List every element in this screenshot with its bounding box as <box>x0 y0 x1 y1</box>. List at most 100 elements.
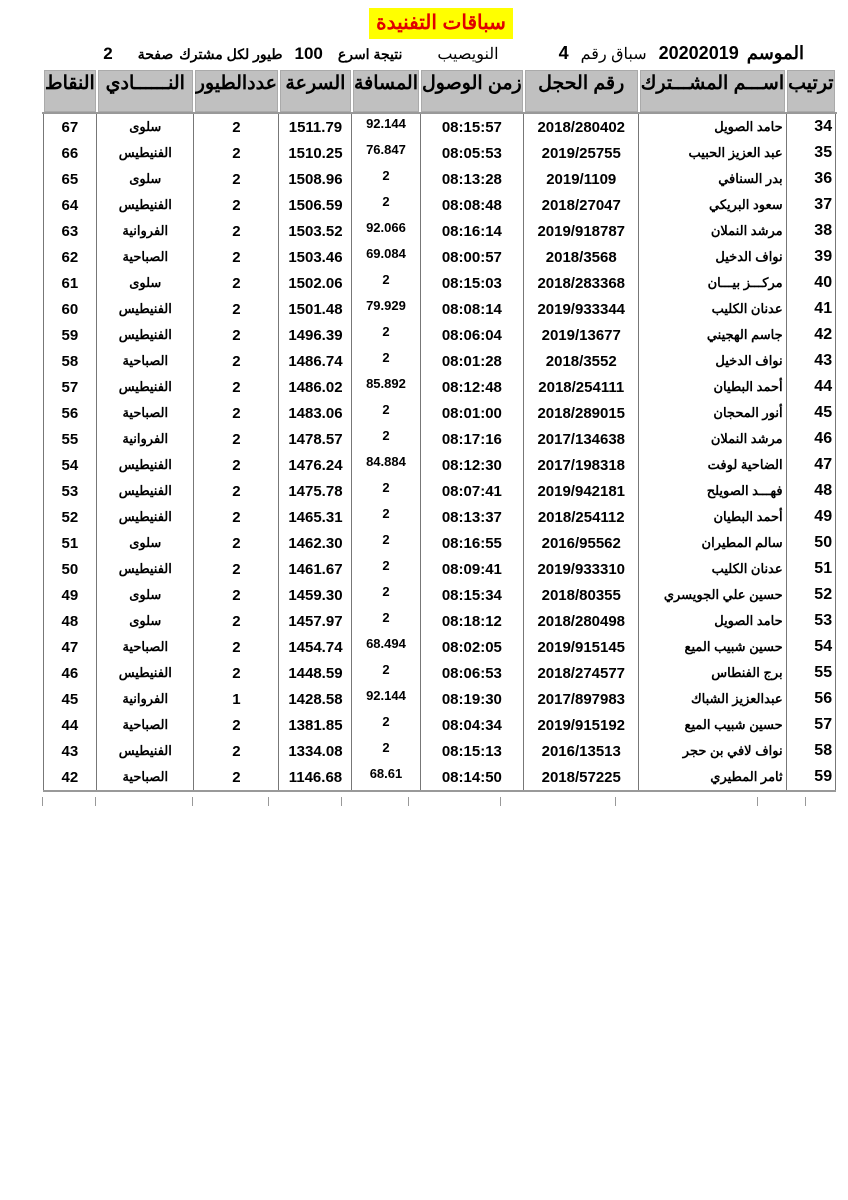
cell-bird-count: 2 <box>193 244 280 270</box>
cell-distance: 2 <box>351 400 421 426</box>
cell-distance: 2 <box>351 166 421 192</box>
cell-distance: 2 <box>351 582 421 608</box>
cell-ring-number: 2018/289015 <box>523 400 640 426</box>
cell-participant-name: عدنان الكليب <box>638 296 787 322</box>
cell-distance: 85.892 <box>351 374 421 400</box>
tick-mark <box>408 797 409 806</box>
cell-ring-number: 2018/254111 <box>523 374 640 400</box>
cell-distance: 68.494 <box>351 634 421 660</box>
cell-bird-count: 2 <box>193 348 280 374</box>
cell-points: 48 <box>42 608 98 634</box>
cell-arrival-time: 08:12:30 <box>419 452 525 478</box>
table-row: 38 مرشد النملان 2019/918787 08:16:14 92.066 1… <box>42 218 837 244</box>
cell-bird-count: 2 <box>193 140 280 166</box>
cell-club: الفروانية <box>96 218 195 244</box>
cell-participant-name: برج الفنطاس <box>638 660 787 686</box>
cell-participant-name: جاسم الهجيني <box>638 322 787 348</box>
race-label: سباق رقم <box>580 46 647 63</box>
cell-participant-name: عدنان الكليب <box>638 556 787 582</box>
cell-club: الصباحية <box>96 244 195 270</box>
header-club: النــــــادي <box>95 68 195 114</box>
cell-participant-name: الضاحية لوفت <box>638 452 787 478</box>
cell-bird-count: 2 <box>193 426 280 452</box>
cell-club: الصباحية <box>96 712 195 738</box>
cell-rank: 56 <box>785 686 837 712</box>
cell-ring-number: 2018/280498 <box>523 608 640 634</box>
cell-speed: 1510.25 <box>278 140 353 166</box>
table-row: 36 بدر السنافي 2019/1109 08:13:28 2 1508.96 2 س… <box>42 166 837 192</box>
cell-points: 56 <box>42 400 98 426</box>
tick-mark <box>615 797 616 806</box>
cell-ring-number: 2018/80355 <box>523 582 640 608</box>
cell-points: 60 <box>42 296 98 322</box>
table-row: 54 حسين شبيب الميع 2019/915145 08:02:05 68.4… <box>42 634 837 660</box>
cell-points: 63 <box>42 218 98 244</box>
cell-rank: 49 <box>785 504 837 530</box>
cell-club: الفروانية <box>96 686 195 712</box>
cell-points: 59 <box>42 322 98 348</box>
table-row: 34 حامد الصويل 2018/280402 08:15:57 92.144 15… <box>42 113 837 140</box>
tick-mark <box>805 797 806 806</box>
cell-bird-count: 2 <box>193 504 280 530</box>
cell-arrival-time: 08:06:53 <box>419 660 525 686</box>
table-row: 37 سعود البريكي 2018/27047 08:08:48 2 1506.59… <box>42 192 837 218</box>
cell-distance: 2 <box>351 556 421 582</box>
cell-arrival-time: 08:13:37 <box>419 504 525 530</box>
result-label: نتيجة اسرع <box>337 46 403 62</box>
cell-arrival-time: 08:17:16 <box>419 426 525 452</box>
cell-bird-count: 2 <box>193 738 280 764</box>
cell-speed: 1476.24 <box>278 452 353 478</box>
cell-rank: 44 <box>785 374 837 400</box>
cell-participant-name: حسين شبيب الميع <box>638 712 787 738</box>
cell-arrival-time: 08:16:14 <box>419 218 525 244</box>
table-row: 52 حسين علي الجويسري 2018/80355 08:15:34 2 14… <box>42 582 837 608</box>
cell-distance: 2 <box>351 712 421 738</box>
cell-club: الفروانية <box>96 426 195 452</box>
cell-club: الفنيطيس <box>96 478 195 504</box>
cell-speed: 1496.39 <box>278 322 353 348</box>
cell-speed: 1465.31 <box>278 504 353 530</box>
cell-participant-name: نواف لافي بن حجر <box>638 738 787 764</box>
tick-mark <box>341 797 342 806</box>
cell-bird-count: 2 <box>193 322 280 348</box>
cell-bird-count: 2 <box>193 374 280 400</box>
cell-participant-name: ثامر المطيري <box>638 764 787 792</box>
tick-mark <box>95 797 96 806</box>
table-row: 43 نواف الدخيل 2018/3552 08:01:28 2 1486.74 2 ا… <box>42 348 837 374</box>
table-bottom-ticks <box>42 797 806 807</box>
cell-rank: 38 <box>785 218 837 244</box>
cell-club: سلوى <box>96 530 195 556</box>
cell-distance: 92.066 <box>351 218 421 244</box>
cell-ring-number: 2018/27047 <box>523 192 640 218</box>
cell-participant-name: مرشد النملان <box>638 426 787 452</box>
cell-distance: 84.884 <box>351 452 421 478</box>
cell-arrival-time: 08:15:13 <box>419 738 525 764</box>
table-row: 42 جاسم الهجيني 2019/13677 08:06:04 2 1496.39… <box>42 322 837 348</box>
table-row: 55 برج الفنطاس 2018/274577 08:06:53 2 1448.59… <box>42 660 837 686</box>
cell-rank: 46 <box>785 426 837 452</box>
cell-distance: 92.144 <box>351 686 421 712</box>
cell-arrival-time: 08:19:30 <box>419 686 525 712</box>
cell-club: الفنيطيس <box>96 452 195 478</box>
cell-points: 58 <box>42 348 98 374</box>
cell-distance: 2 <box>351 478 421 504</box>
cell-rank: 55 <box>785 660 837 686</box>
cell-rank: 53 <box>785 608 837 634</box>
header-ring-number: رقم الحجل <box>522 68 640 114</box>
cell-ring-number: 2017/134638 <box>523 426 640 452</box>
birds-label: طيور لكل مشترك <box>179 46 283 62</box>
cell-ring-number: 2018/3552 <box>523 348 640 374</box>
cell-rank: 34 <box>785 113 837 140</box>
cell-distance: 2 <box>351 504 421 530</box>
table-row: 44 أحمد البطيان 2018/254111 08:12:48 85.892 1… <box>42 374 837 400</box>
header-arrival-time: زمن الوصول <box>419 68 525 114</box>
cell-arrival-time: 08:15:57 <box>419 113 525 140</box>
cell-points: 45 <box>42 686 98 712</box>
cell-rank: 48 <box>785 478 837 504</box>
season-value: 20202019 <box>658 43 739 63</box>
tick-mark <box>500 797 501 806</box>
cell-points: 64 <box>42 192 98 218</box>
cell-rank: 43 <box>785 348 837 374</box>
cell-participant-name: نواف الدخيل <box>638 348 787 374</box>
table-row: 41 عدنان الكليب 2019/933344 08:08:14 79.929 1… <box>42 296 837 322</box>
